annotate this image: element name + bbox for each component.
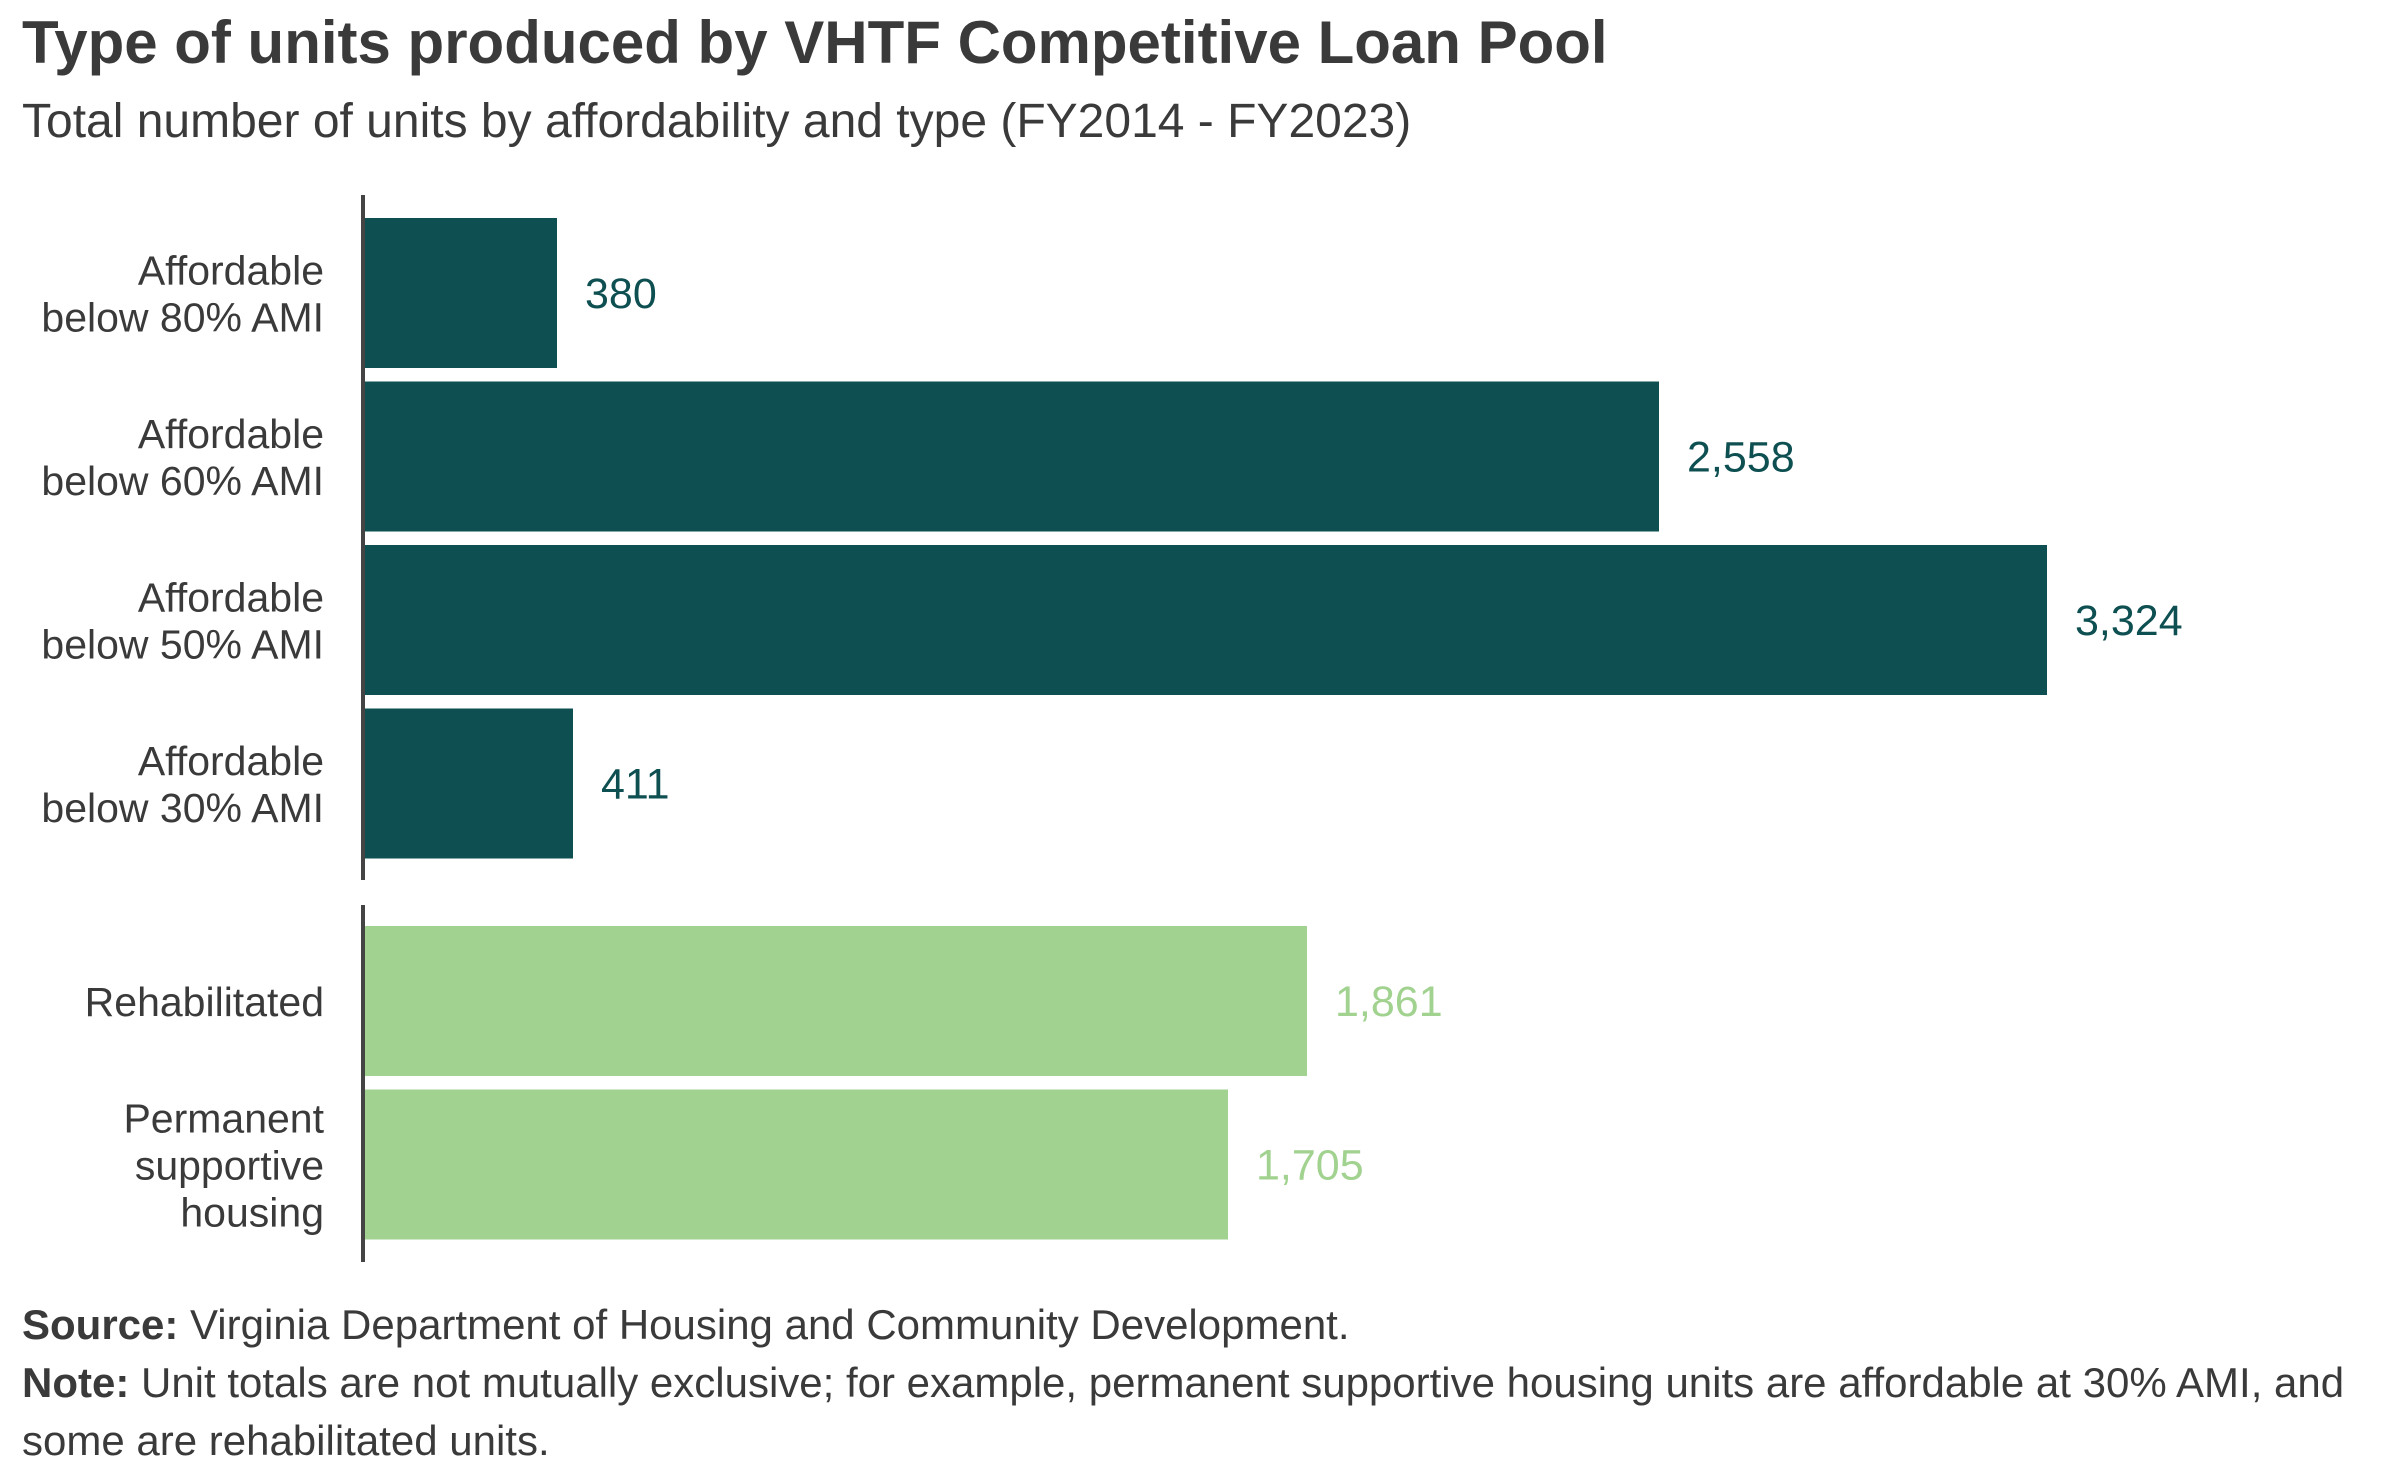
data-label-affordable-below-60-ami: 2,558 bbox=[1687, 434, 1795, 482]
source-line: Source: Virginia Department of Housing a… bbox=[22, 1296, 2352, 1354]
source-text: Virginia Department of Housing and Commu… bbox=[178, 1301, 1350, 1348]
chart-title: Type of units produced by VHTF Competiti… bbox=[22, 9, 1608, 76]
note-line: Note: Unit totals are not mutually exclu… bbox=[22, 1354, 2352, 1470]
chart-subtitle: Total number of units by affordability a… bbox=[22, 95, 1412, 148]
note-text: Unit totals are not mutually exclusive; … bbox=[22, 1359, 2345, 1464]
data-label-permanent-supportive-housing: 1,705 bbox=[1256, 1142, 1364, 1190]
category-label-affordable-below-30-ami: Affordable below 30% AMI bbox=[41, 738, 324, 831]
category-label-permanent-supportive-housing: Permanent supportive housing bbox=[123, 1096, 324, 1236]
bar-rehabilitated bbox=[365, 926, 1307, 1076]
bar-affordable-below-80-ami bbox=[365, 218, 557, 368]
bar-chart: 380 Affordable below 80% AMI 2,558 Affordabl… bbox=[41, 195, 2183, 1262]
source-label: Source: bbox=[22, 1301, 179, 1348]
category-label-affordable-below-50-ami: Affordable below 50% AMI bbox=[41, 575, 324, 668]
note-label: Note: bbox=[22, 1359, 130, 1406]
data-label-affordable-below-80-ami: 380 bbox=[585, 270, 657, 318]
bar-affordable-below-60-ami bbox=[365, 381, 1659, 532]
data-label-affordable-below-50-ami: 3,324 bbox=[2075, 597, 2183, 645]
bar-affordable-below-30-ami bbox=[365, 708, 573, 859]
category-label-affordable-below-60-ami: Affordable below 60% AMI bbox=[41, 411, 324, 504]
bar-permanent-supportive-housing bbox=[365, 1089, 1228, 1240]
chart-footer: Source: Virginia Department of Housing a… bbox=[22, 1296, 2352, 1470]
category-label-rehabilitated: Rehabilitated bbox=[85, 979, 324, 1025]
data-label-affordable-below-30-ami: 411 bbox=[601, 761, 670, 809]
bar-affordable-below-50-ami bbox=[365, 545, 2047, 695]
data-label-rehabilitated: 1,861 bbox=[1335, 978, 1443, 1026]
category-label-affordable-below-80-ami: Affordable below 80% AMI bbox=[41, 248, 324, 341]
